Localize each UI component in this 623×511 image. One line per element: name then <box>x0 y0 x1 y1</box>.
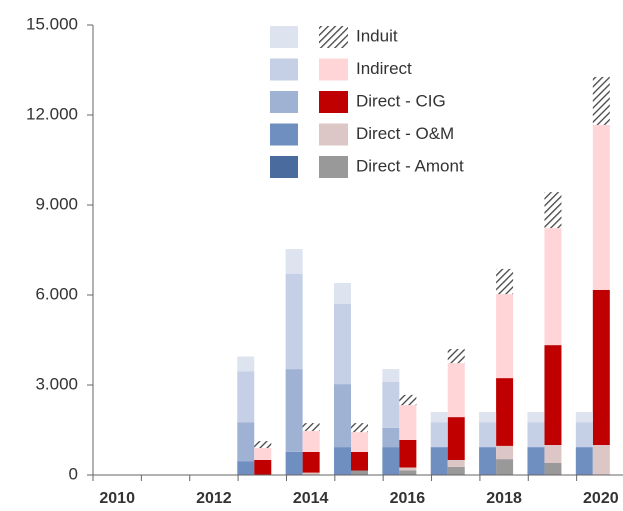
bar <box>496 268 514 295</box>
bar <box>399 439 417 468</box>
legend-label: Direct - O&M <box>356 124 454 143</box>
bar <box>544 228 562 346</box>
x-tick-label: 2020 <box>583 490 619 507</box>
legend-swatch <box>270 91 298 113</box>
legend-swatch <box>319 123 348 146</box>
bar <box>592 445 610 475</box>
bar <box>351 470 368 475</box>
bar <box>575 422 593 448</box>
y-tick-label: 9.000 <box>35 194 78 213</box>
bar <box>544 345 562 445</box>
bar <box>334 283 351 304</box>
bar <box>351 423 368 433</box>
bar <box>334 384 351 448</box>
bar <box>254 441 272 448</box>
bar <box>382 427 400 448</box>
legend-swatch <box>319 91 348 113</box>
x-tick-label: 2018 <box>486 490 522 507</box>
bar <box>237 422 255 462</box>
bar <box>254 448 272 460</box>
bar <box>527 447 545 475</box>
bar <box>399 470 417 475</box>
y-tick-label: 0 <box>69 464 78 483</box>
x-tick-label: 2010 <box>99 490 135 507</box>
bar <box>447 417 465 460</box>
x-tick-label: 2016 <box>390 490 426 507</box>
legend-label: Direct - Amont <box>356 156 464 175</box>
legend-label: Induit <box>356 26 398 45</box>
bar <box>592 124 610 290</box>
bar <box>575 447 593 475</box>
y-tick-label: 6.000 <box>35 284 78 303</box>
y-tick-label: 12.000 <box>26 104 78 123</box>
bar <box>496 378 514 446</box>
y-tick-label: 15.000 <box>26 14 78 33</box>
bar <box>237 461 255 475</box>
legend-swatch <box>270 123 298 146</box>
bar <box>496 459 514 475</box>
bar <box>399 405 417 440</box>
bar <box>592 76 610 125</box>
bar <box>285 451 303 475</box>
bar <box>334 304 351 385</box>
bar <box>302 451 320 473</box>
x-tick-label: 2012 <box>196 490 232 507</box>
bar <box>302 423 320 431</box>
bar <box>479 412 497 423</box>
bar <box>254 460 272 475</box>
bar <box>447 349 465 364</box>
bar <box>430 447 448 475</box>
bar <box>496 445 514 460</box>
bar <box>447 466 465 475</box>
bar <box>237 371 255 423</box>
bar <box>399 394 417 406</box>
bar <box>285 249 303 274</box>
bar <box>575 412 593 423</box>
bar <box>447 460 465 467</box>
bar <box>592 289 610 445</box>
bar <box>527 412 545 423</box>
bar <box>399 467 417 471</box>
bar <box>544 192 562 229</box>
bar <box>285 369 303 452</box>
legend-label: Direct - CIG <box>356 91 446 110</box>
bar <box>447 363 465 418</box>
bar <box>430 412 448 423</box>
bar <box>544 445 562 463</box>
x-tick-label: 2014 <box>293 490 329 507</box>
bar <box>430 422 448 448</box>
bar <box>302 430 320 452</box>
legend-swatch <box>319 156 348 178</box>
bar <box>479 422 497 448</box>
legend-swatch <box>270 26 298 48</box>
bar <box>351 432 368 452</box>
legend-swatch <box>270 156 298 178</box>
bar <box>237 356 255 372</box>
bar <box>285 274 303 370</box>
bar <box>479 447 497 475</box>
legend-swatch <box>270 58 298 81</box>
legend-swatch <box>319 26 348 48</box>
bar <box>527 422 545 448</box>
bar <box>496 294 514 379</box>
y-tick-label: 3.000 <box>35 374 78 393</box>
bar <box>382 447 400 475</box>
bar <box>302 472 320 475</box>
legend-swatch <box>319 58 348 81</box>
bar <box>334 447 351 475</box>
bar <box>382 382 400 428</box>
legend-label: Indirect <box>356 59 412 78</box>
bar <box>544 463 562 475</box>
bar <box>351 451 368 471</box>
bar <box>382 369 400 382</box>
